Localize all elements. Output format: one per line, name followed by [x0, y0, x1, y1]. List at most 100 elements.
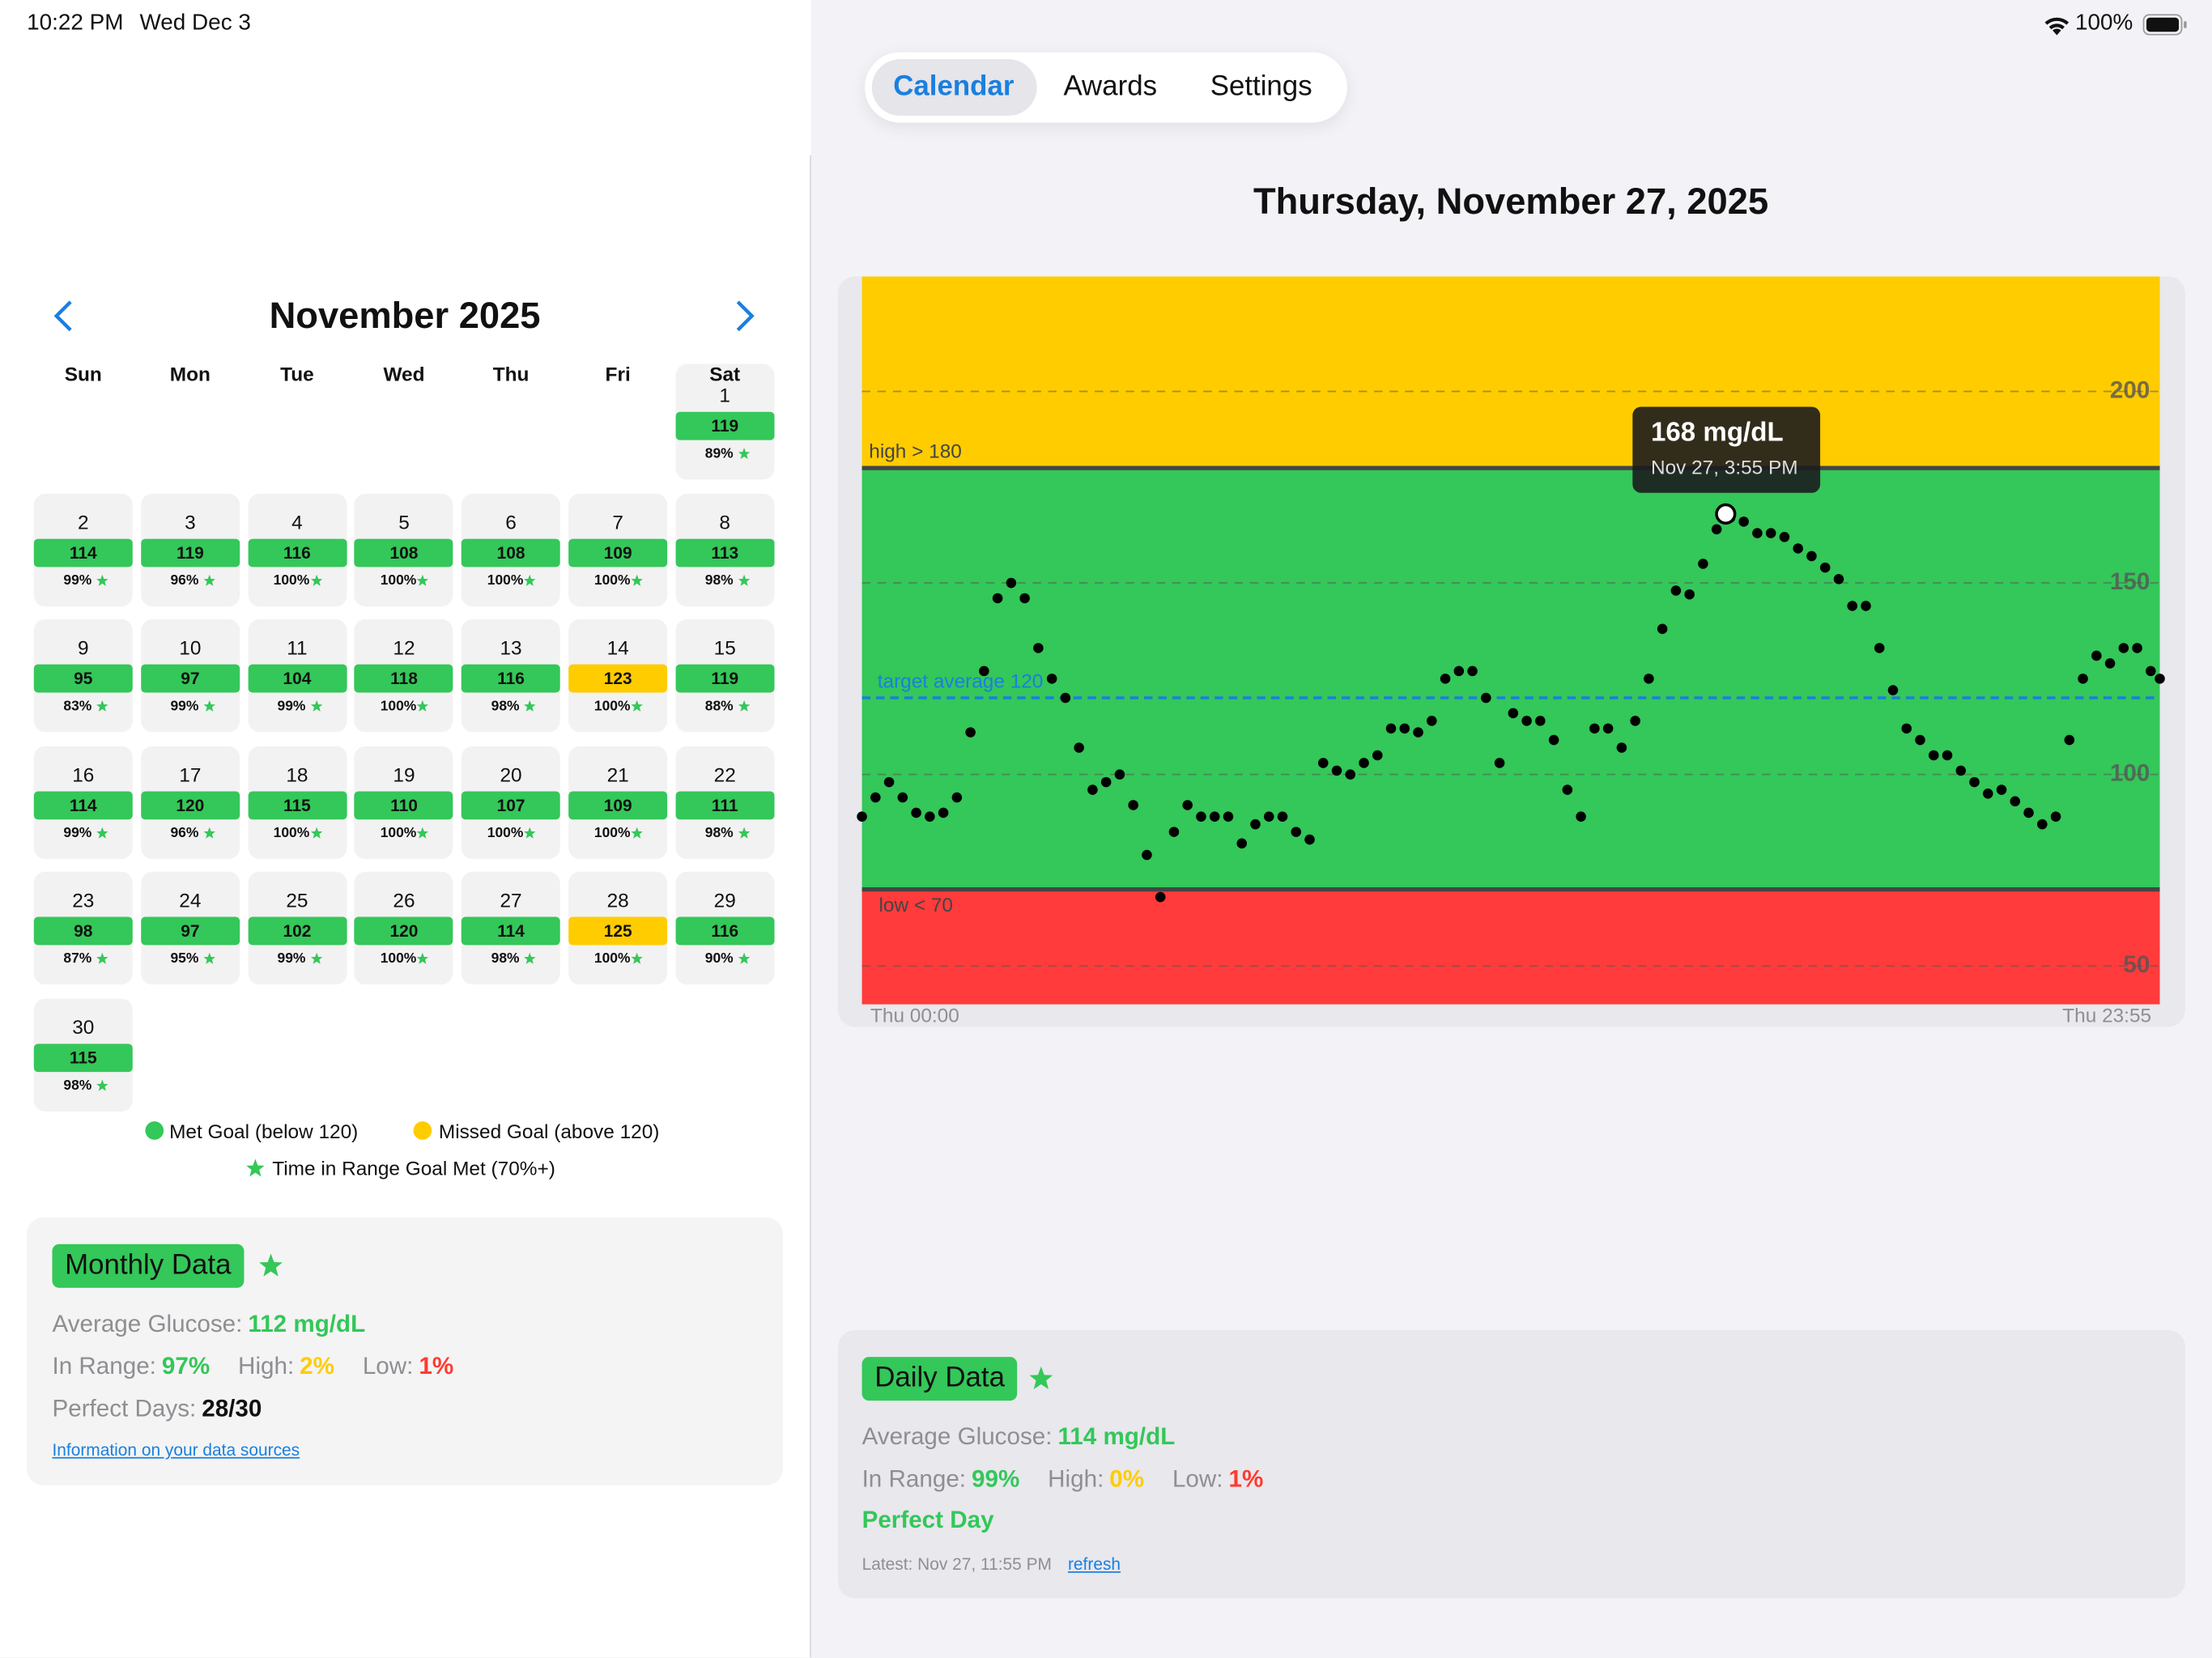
weekday-label: Fri: [605, 362, 631, 385]
day-in-range: 98%: [704, 825, 734, 841]
day-in-range: 100%: [593, 951, 631, 968]
reading-dot: [1698, 559, 1708, 569]
star-icon: [738, 447, 750, 460]
reading-dot: [1372, 750, 1383, 761]
star-icon: [631, 953, 643, 965]
reading-dot: [1182, 800, 1193, 810]
low-label: low < 70: [878, 895, 952, 916]
reading-dot: [1657, 623, 1668, 635]
day-in-range: 100%: [487, 572, 524, 589]
day-in-range: 100%: [380, 572, 417, 589]
reading-dot: [2132, 643, 2142, 653]
refresh-link[interactable]: refresh: [1067, 1554, 1121, 1575]
tab[interactable]: Calendar: [893, 70, 1015, 103]
star-icon: [203, 700, 215, 712]
y-tick-label: 150: [2110, 568, 2150, 595]
reading-dot: [1304, 834, 1315, 845]
day-number: 6: [505, 510, 517, 533]
star-icon: [96, 953, 108, 965]
battery-percent: 100%: [2074, 11, 2133, 36]
day-avg-pill: [568, 791, 668, 819]
reading-dot: [1385, 723, 1397, 734]
day-number: 16: [72, 763, 95, 786]
star-icon: [96, 1079, 108, 1091]
stat-label: Low:: [362, 1352, 414, 1380]
reading-dot: [1142, 849, 1152, 861]
star-icon: [524, 953, 536, 965]
reading-dot: [1236, 838, 1248, 849]
reading-dot: [1928, 750, 1939, 761]
reading-dot: [1060, 692, 1071, 704]
weekday-label: Thu: [492, 362, 530, 385]
reading-dot: [1413, 727, 1423, 738]
next-month[interactable]: [732, 299, 757, 333]
reading-dot: [2078, 674, 2088, 684]
reading-dot: [1427, 716, 1437, 726]
stat-value: 2%: [300, 1352, 334, 1380]
reading-dot: [911, 807, 921, 818]
day-avg-pill: [355, 538, 453, 567]
day-in-range: 99%: [63, 825, 92, 841]
day-avg-pill: [247, 664, 347, 693]
reading-dot: [1494, 758, 1505, 768]
day-in-range: 100%: [593, 825, 631, 841]
star-icon: [631, 827, 643, 839]
reading-dot: [2104, 658, 2116, 669]
reading-dot: [1670, 585, 1682, 596]
star-icon: [96, 700, 108, 712]
stat-label: High:: [1048, 1465, 1104, 1493]
day-avg: 118: [390, 669, 418, 689]
reading-dot: [1196, 811, 1206, 822]
reading-dot: [1819, 562, 1831, 573]
day-avg-pill: [462, 538, 561, 567]
reading-dot: [1535, 716, 1546, 726]
day-avg: 123: [603, 669, 632, 689]
day-avg: 115: [69, 1048, 97, 1068]
reading-dot: [1806, 551, 1817, 562]
stat-value: 1%: [1228, 1465, 1264, 1493]
day-in-range: 88%: [704, 699, 734, 715]
day-number: 19: [393, 763, 415, 786]
tab[interactable]: Settings: [1210, 70, 1312, 103]
day-avg-pill: [140, 917, 240, 946]
star-icon: [203, 827, 215, 839]
reading-dot: [925, 811, 935, 822]
legend-dot-met: [145, 1121, 164, 1140]
star-icon: [96, 827, 108, 839]
star-icon: [631, 700, 643, 712]
day-in-range: 100%: [380, 699, 417, 715]
reading-dot: [1019, 593, 1030, 604]
reading-dot: [1263, 811, 1274, 822]
reading-dot: [1114, 769, 1125, 780]
day-avg-pill: [247, 917, 347, 946]
day-avg-pill: [675, 917, 775, 946]
reading-dot: [965, 727, 976, 738]
tooltip: [1632, 406, 1821, 493]
reading-dot: [1942, 750, 1953, 761]
day-avg-pill: [462, 791, 561, 819]
reading-dot: [1996, 784, 2007, 795]
day-number: 30: [72, 1015, 95, 1039]
day-number: 23: [72, 889, 95, 912]
day-avg: 107: [496, 795, 525, 815]
prev-month[interactable]: [51, 299, 76, 333]
reading-dot: [1684, 589, 1695, 600]
star-icon: [96, 574, 108, 586]
info-link[interactable]: Information on your data sources: [52, 1439, 300, 1460]
stat-label: In Range:: [52, 1352, 156, 1380]
tab[interactable]: Awards: [1063, 70, 1158, 103]
day-avg: 111: [711, 795, 738, 815]
latest-time: Latest: Nov 27, 11:55 PM: [861, 1554, 1052, 1575]
selected-reading: [1715, 503, 1737, 525]
stat-label: Average Glucose:: [52, 1310, 243, 1337]
stat-value: 99%: [972, 1465, 1020, 1493]
day-in-range: 99%: [170, 699, 199, 715]
day-avg: 116: [711, 921, 739, 942]
day-number: 22: [713, 763, 736, 786]
stat-label: Perfect Days:: [52, 1395, 197, 1422]
daily-card: Daily Data Average Glucose: 114 mg/dL In …: [837, 1330, 2185, 1599]
reading-dot: [1915, 734, 1925, 746]
day-avg: 120: [176, 795, 205, 815]
day-number: 14: [606, 636, 629, 660]
reading-dot: [1317, 758, 1329, 768]
